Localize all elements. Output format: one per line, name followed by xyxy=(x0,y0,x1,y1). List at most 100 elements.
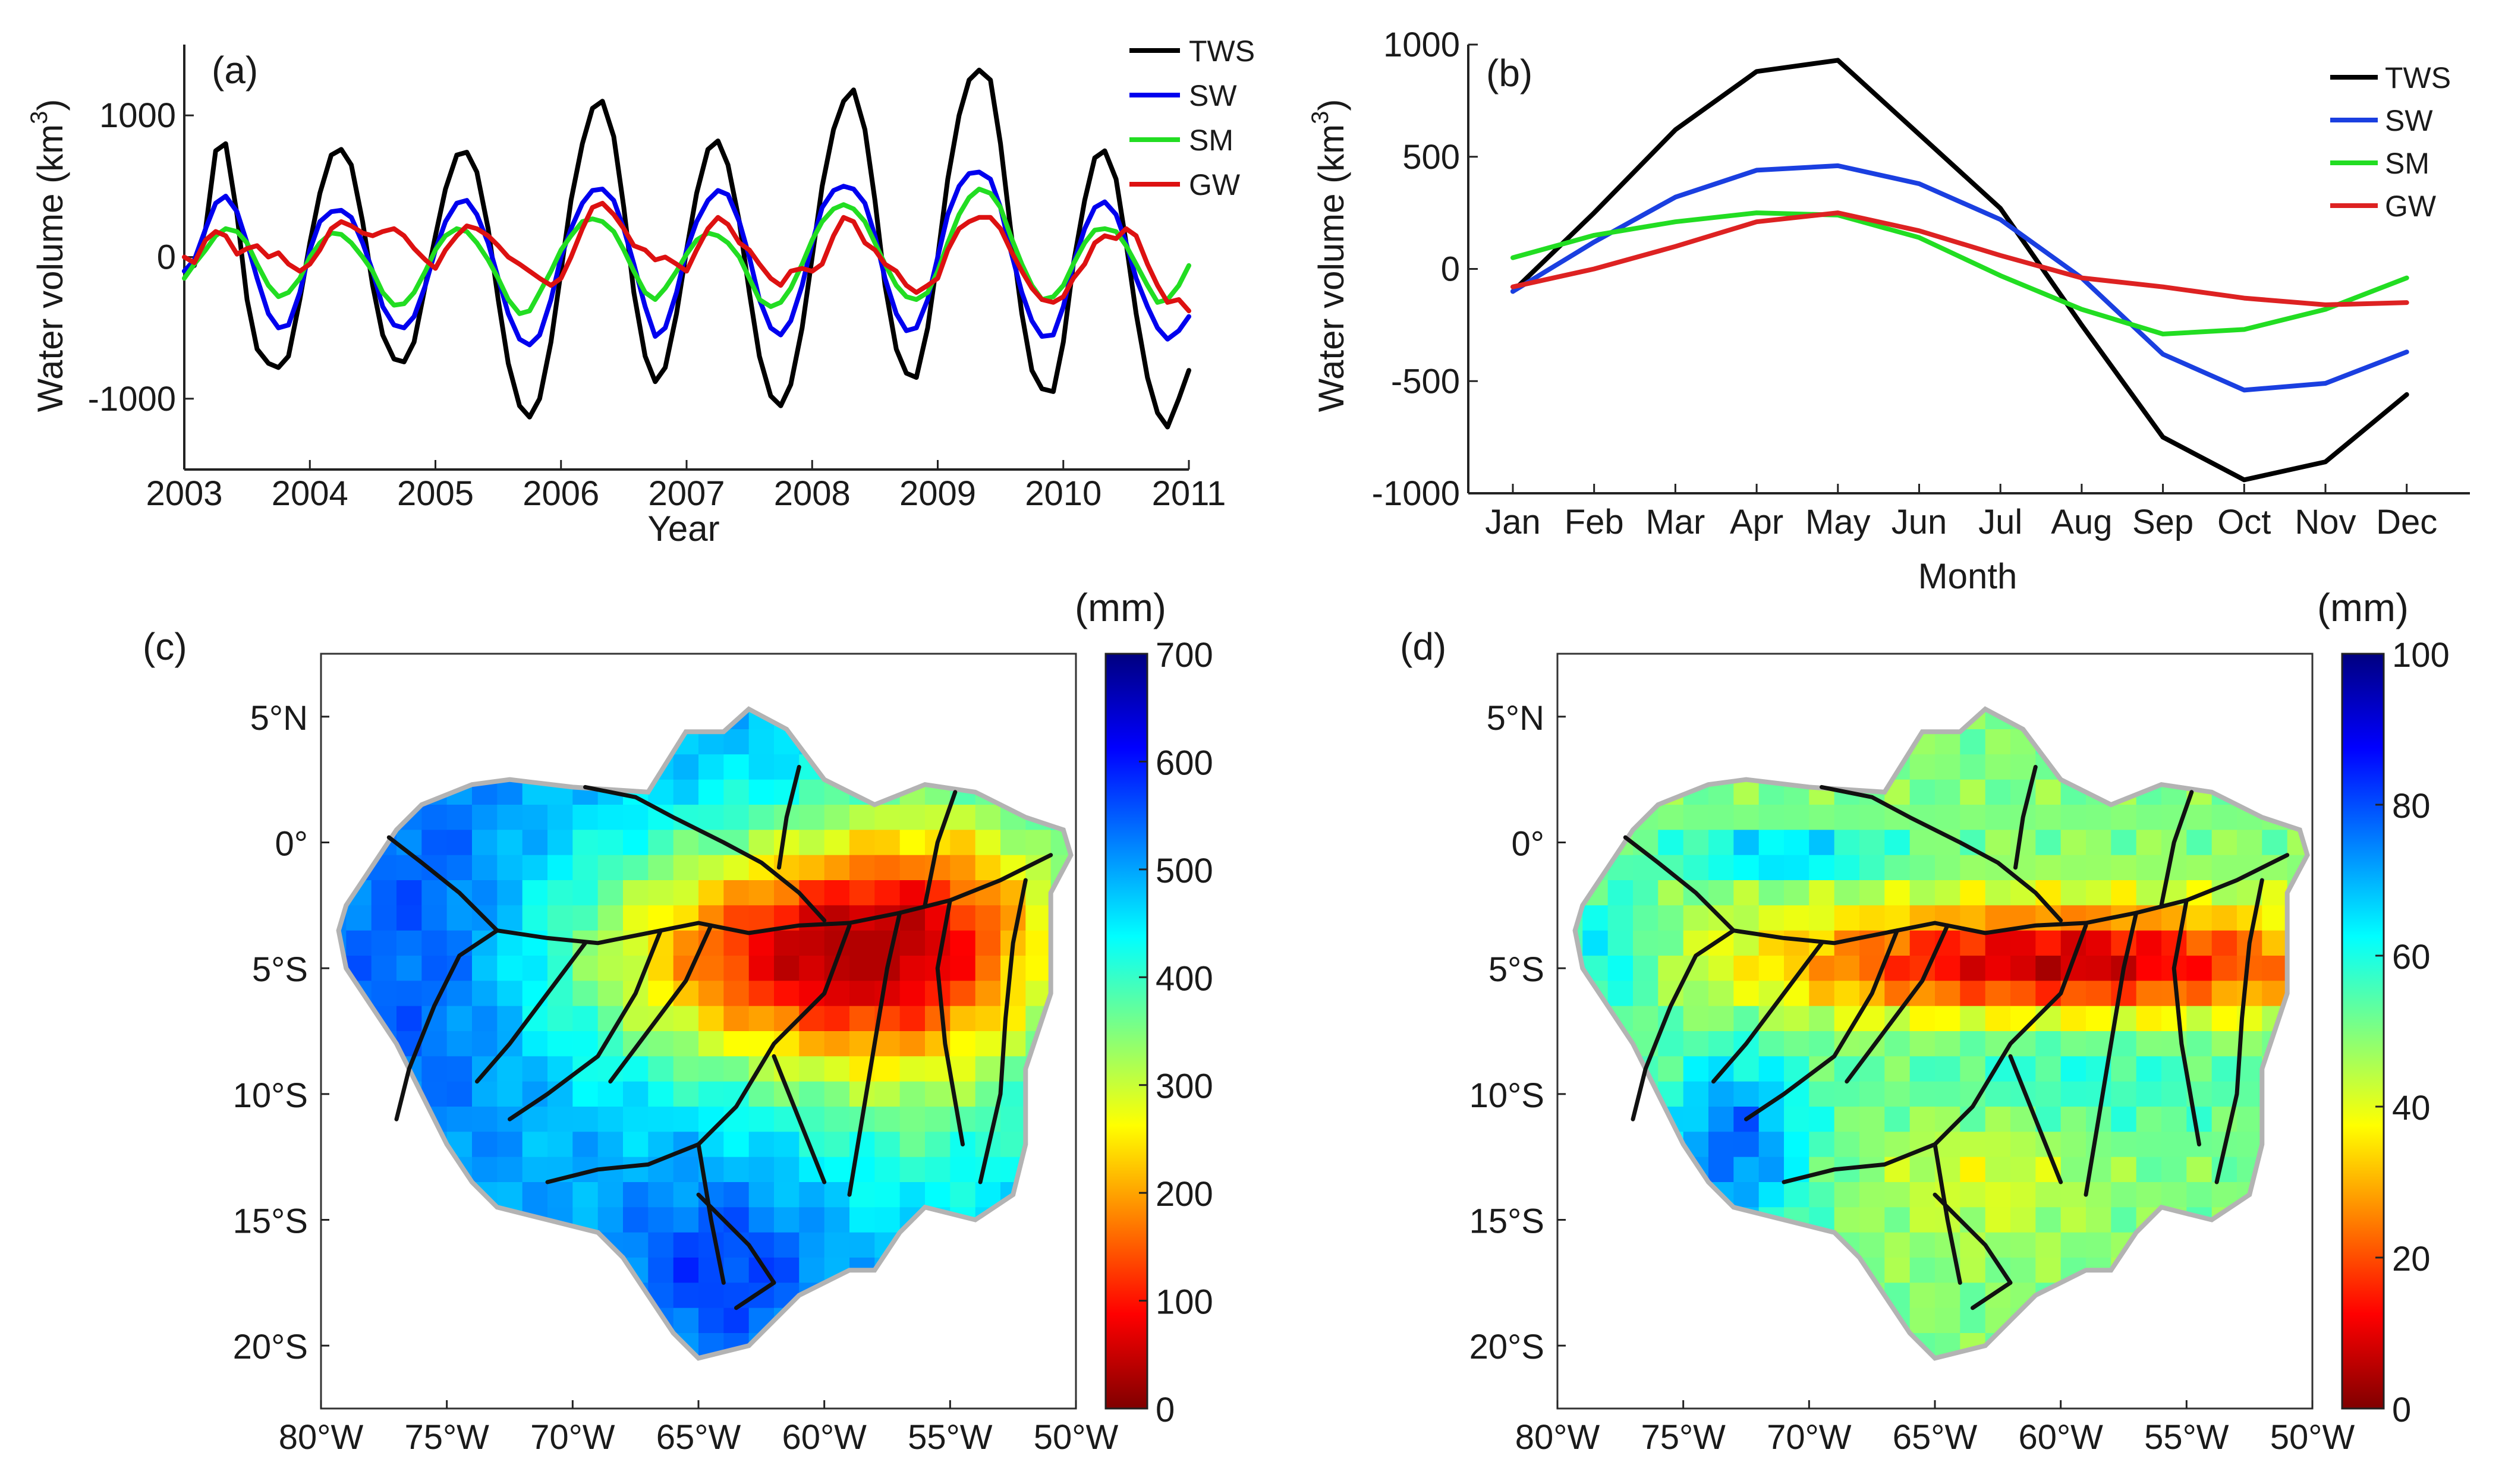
map-cell xyxy=(1708,1107,1734,1132)
map-cell xyxy=(648,1056,674,1082)
map-cell xyxy=(799,1006,825,1032)
map-cell xyxy=(849,981,875,1007)
map-cell xyxy=(698,1132,724,1158)
map-cell xyxy=(421,1056,448,1082)
map-cell xyxy=(1758,855,1785,881)
map-cell xyxy=(925,1081,951,1107)
panel-b-xtick-label: Jun xyxy=(1892,503,1947,541)
map-cell xyxy=(874,1056,901,1082)
panel-a: (a) 2003 2004 2005 2006 2007 2008 2009 2010 2011… xyxy=(26,34,1255,549)
map-cell xyxy=(1784,805,1809,830)
map-cell xyxy=(748,1207,775,1233)
map-cell xyxy=(748,1132,775,1158)
map-cell xyxy=(623,855,649,881)
map-cell xyxy=(2060,1081,2086,1107)
map-cell xyxy=(748,1107,775,1132)
map-cell xyxy=(673,1081,699,1107)
map-cell xyxy=(698,779,724,805)
map-cell xyxy=(648,1258,674,1283)
map-cell xyxy=(1607,905,1634,931)
map-cell xyxy=(522,956,548,981)
map-cell xyxy=(874,1107,901,1132)
map-cell xyxy=(2086,1182,2111,1208)
map-cell xyxy=(723,1132,750,1158)
map-cell xyxy=(925,1157,951,1183)
map-cell xyxy=(371,956,397,981)
map-cell xyxy=(799,855,825,881)
map-cell xyxy=(698,1182,724,1208)
map-cell xyxy=(2060,805,2086,830)
map-cell xyxy=(1834,905,1860,931)
map-cell xyxy=(2010,1132,2036,1158)
map-cell xyxy=(648,1081,674,1107)
map-cell xyxy=(1884,905,1911,931)
river xyxy=(2013,765,2038,870)
map-cell xyxy=(2237,1081,2262,1107)
map-cell xyxy=(950,1157,976,1183)
map-cell xyxy=(698,1031,724,1057)
map-cell xyxy=(2186,830,2213,856)
map-cell xyxy=(1859,1107,1885,1132)
map-cell xyxy=(648,855,674,881)
map-cell xyxy=(472,1031,498,1057)
map-cell xyxy=(572,830,599,856)
river xyxy=(608,923,713,1084)
panel-a-series xyxy=(182,67,1191,430)
map-cell xyxy=(2211,1031,2237,1057)
map-cell xyxy=(472,880,498,906)
panel-c: (c) 80°W 75°W 70°W 65°W 60°W 55°W 50°W 5°N 0° 5°S… xyxy=(143,585,1213,1457)
map-cell xyxy=(1633,981,1658,1007)
map-cell xyxy=(849,880,875,906)
map-cell xyxy=(1960,1207,1986,1233)
map-cell xyxy=(1859,830,1885,856)
map-cell xyxy=(723,930,750,956)
map-cell xyxy=(1025,880,1052,906)
map-cell xyxy=(849,1031,875,1057)
colorbar-tick-label: 60 xyxy=(2392,938,2431,976)
map-cell xyxy=(1960,729,1986,755)
map-cell xyxy=(572,1081,599,1107)
map-cell xyxy=(1985,779,2011,805)
map-cell xyxy=(1859,1207,1885,1233)
map-cell xyxy=(396,1006,422,1032)
map-cell xyxy=(1909,1006,1935,1032)
map-cell xyxy=(1834,830,1860,856)
map-cell xyxy=(1985,1182,2011,1208)
map-cell xyxy=(1935,779,1960,805)
map-cell xyxy=(1809,830,1835,856)
map-cell xyxy=(1859,1081,1885,1107)
map-cell xyxy=(2136,930,2162,956)
map-cell xyxy=(1758,880,1785,906)
map-cell xyxy=(1960,905,1986,931)
map-cell xyxy=(497,880,523,906)
map-cell xyxy=(1960,956,1986,981)
map-cell xyxy=(2211,1056,2237,1082)
map-xtick-label: 65°W xyxy=(1893,1418,1978,1457)
river xyxy=(978,878,1028,1184)
map-cell xyxy=(748,880,775,906)
map-cell xyxy=(950,1056,976,1082)
map-cell xyxy=(1658,905,1684,931)
map-cell xyxy=(497,1081,523,1107)
colorbar-tick-label: 400 xyxy=(1156,959,1213,998)
map-cell xyxy=(1633,930,1658,956)
map-cell xyxy=(2186,1157,2213,1183)
map-cell xyxy=(673,1232,699,1258)
map-cell xyxy=(874,1132,901,1158)
panel-b-ylabel: Water volume (km3) xyxy=(1307,99,1351,412)
map-cell xyxy=(421,956,448,981)
colorbar-gradient xyxy=(2341,653,2385,1410)
colorbar-tick-label: 20 xyxy=(2392,1240,2431,1278)
map-cell xyxy=(1733,956,1760,981)
river xyxy=(1711,941,1824,1084)
map-cell xyxy=(799,1232,825,1258)
map-cell xyxy=(2186,805,2213,830)
map-cell xyxy=(2086,1031,2111,1057)
map-cell xyxy=(2035,1207,2062,1233)
map-cell xyxy=(396,981,422,1007)
map-cell xyxy=(522,1182,548,1208)
map-cell xyxy=(899,830,926,856)
map-cell xyxy=(1884,1107,1911,1132)
map-cell xyxy=(522,1107,548,1132)
map-cell xyxy=(1834,956,1860,981)
